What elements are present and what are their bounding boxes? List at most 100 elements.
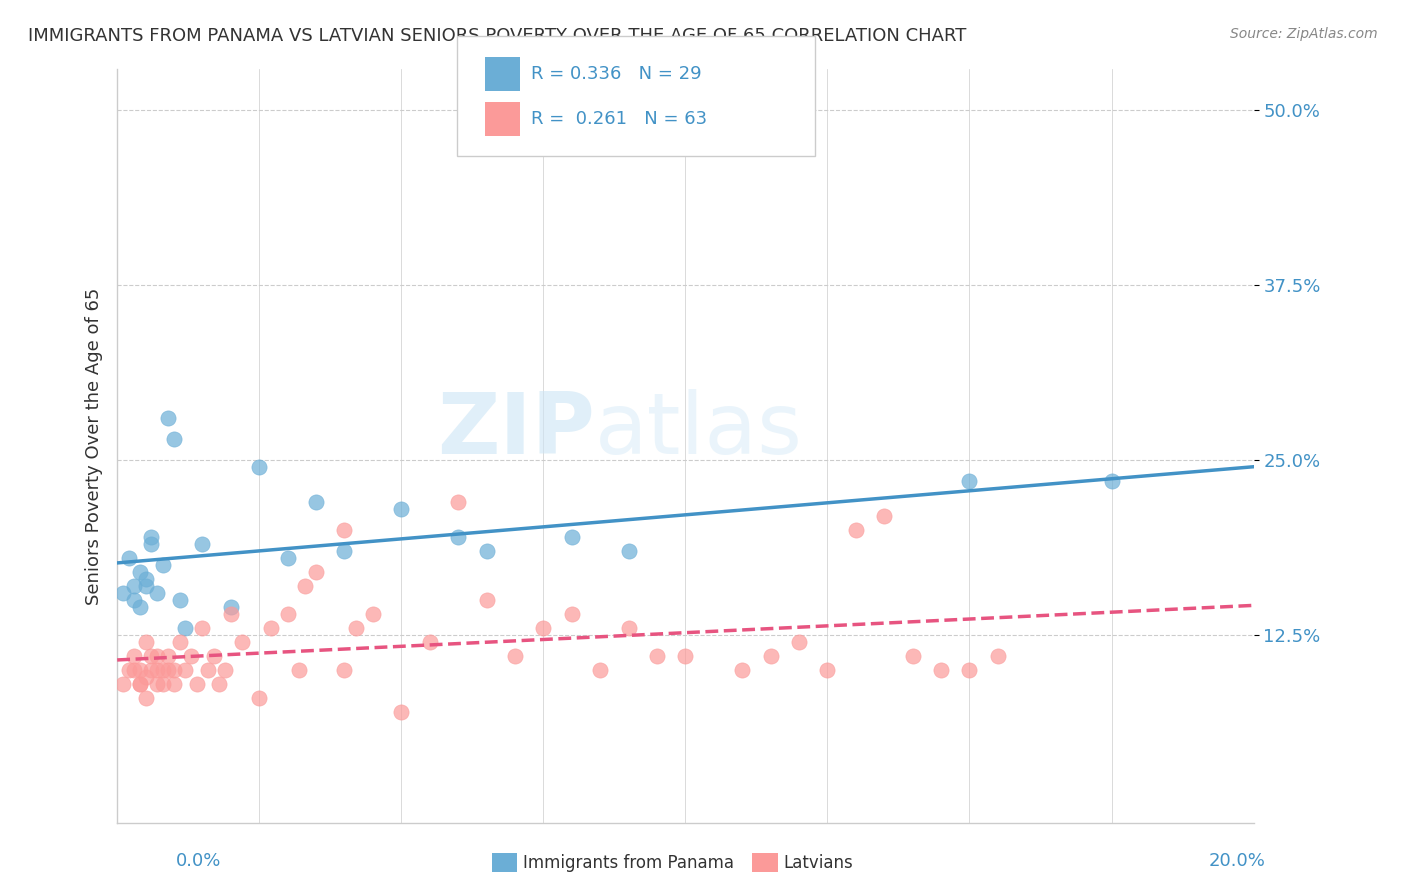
Point [817,663,839,677]
Point [929,663,952,677]
Point [259,621,281,635]
Point [645,648,668,663]
Point [191,621,214,635]
Point [503,648,526,663]
Point [157,648,180,663]
Point [163,663,186,677]
Point [531,621,554,635]
Point [901,648,924,663]
Point [163,676,186,690]
Point [447,530,470,544]
Point [589,663,612,677]
Point [219,599,242,614]
Point [787,634,810,648]
Point [117,550,139,565]
Text: 20.0%: 20.0% [1209,852,1265,870]
Point [344,621,367,635]
Point [141,663,163,677]
Text: Latvians: Latvians [783,854,853,871]
Point [202,648,225,663]
Point [277,550,299,565]
Point [673,648,696,663]
Point [111,676,134,690]
Point [419,634,441,648]
Point [277,607,299,621]
Point [214,663,236,677]
Point [157,663,180,677]
Point [163,432,186,446]
Text: Immigrants from Panama: Immigrants from Panama [523,854,734,871]
Point [333,544,356,558]
Point [180,648,202,663]
Point [152,663,174,677]
Point [141,648,163,663]
Point [169,634,191,648]
Point [294,579,316,593]
Point [617,544,640,558]
Point [152,676,174,690]
Text: IMMIGRANTS FROM PANAMA VS LATVIAN SENIORS POVERTY OVER THE AGE OF 65 CORRELATION: IMMIGRANTS FROM PANAMA VS LATVIAN SENIOR… [28,27,966,45]
Point [174,621,197,635]
Point [475,592,498,607]
Point [152,558,174,572]
Point [146,586,169,600]
Point [447,495,470,509]
Point [129,599,152,614]
Point [135,690,157,705]
Point [129,663,152,677]
Point [122,648,145,663]
Point [146,676,169,690]
Point [122,663,145,677]
Point [129,565,152,579]
Point [247,460,270,475]
Point [987,648,1010,663]
Point [135,634,157,648]
Point [141,530,163,544]
Point [288,663,311,677]
Point [186,676,208,690]
Point [305,495,328,509]
Text: R = 0.336   N = 29: R = 0.336 N = 29 [531,65,702,83]
Point [141,537,163,551]
Text: ZIP: ZIP [437,390,595,473]
Y-axis label: Seniors Poverty Over the Age of 65: Seniors Poverty Over the Age of 65 [86,287,103,605]
Point [333,523,356,537]
Point [231,634,253,648]
Point [247,690,270,705]
Point [389,502,412,516]
Text: 0.0%: 0.0% [176,852,221,870]
Point [305,565,328,579]
Point [845,523,868,537]
Point [873,508,896,523]
Point [169,592,191,607]
Point [759,648,782,663]
Point [122,579,145,593]
Text: Source: ZipAtlas.com: Source: ZipAtlas.com [1230,27,1378,41]
Point [129,676,152,690]
Point [197,663,219,677]
Point [561,607,583,621]
Point [122,592,145,607]
Point [111,586,134,600]
Point [191,537,214,551]
Point [1101,474,1123,488]
Point [475,544,498,558]
Point [561,530,583,544]
Point [117,663,139,677]
Text: atlas: atlas [595,390,803,473]
Point [157,411,180,425]
Point [959,663,981,677]
Point [731,663,754,677]
Point [135,670,157,684]
Point [135,572,157,586]
Point [146,663,169,677]
Point [219,607,242,621]
Point [333,663,356,677]
Point [146,648,169,663]
Point [129,676,152,690]
Point [959,474,981,488]
Point [174,663,197,677]
Point [208,676,231,690]
Point [135,579,157,593]
Point [617,621,640,635]
